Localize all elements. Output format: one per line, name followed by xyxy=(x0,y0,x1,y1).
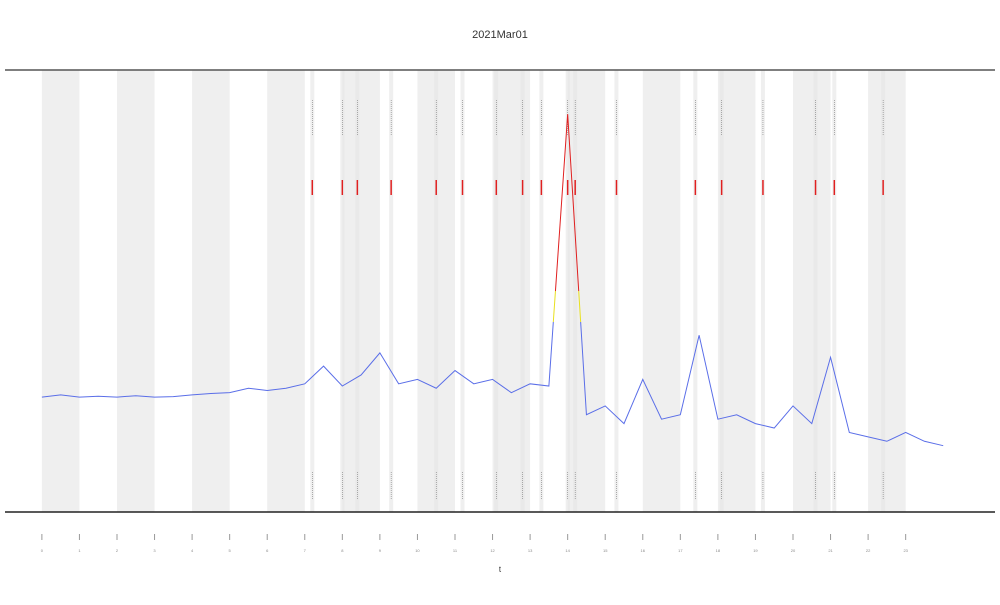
x-tick-label: 17 xyxy=(678,548,683,553)
shade-band xyxy=(41,70,80,512)
x-tick-label: 16 xyxy=(641,548,646,553)
event-band xyxy=(881,70,886,512)
event-band xyxy=(494,70,499,512)
event-band xyxy=(719,70,724,512)
x-tick-label: 14 xyxy=(565,548,570,553)
x-tick-label: 18 xyxy=(716,548,721,553)
shade-band xyxy=(717,70,756,512)
event-band xyxy=(434,70,439,512)
shade-band xyxy=(192,70,230,512)
event-band xyxy=(389,70,394,512)
x-tick-label: 15 xyxy=(603,548,608,553)
event-band xyxy=(340,70,345,512)
x-tick-label: 20 xyxy=(791,548,796,553)
x-tick-label: 5 xyxy=(229,548,232,553)
shade-band xyxy=(868,70,906,512)
event-band xyxy=(832,70,837,512)
x-axis-label: t xyxy=(499,565,502,574)
event-band xyxy=(520,70,525,512)
shade-band xyxy=(116,70,155,512)
chart-title: 2021Mar01 xyxy=(472,29,528,41)
event-band xyxy=(310,70,315,512)
x-tick-label: 12 xyxy=(490,548,495,553)
background: 0 1 2 3 4 5 6 7 8 9 10 11 12 13 14 15 16 17 18 19 20 21 22 23 xyxy=(41,70,909,553)
x-tick-label: 3 xyxy=(153,548,156,553)
shade-band xyxy=(267,70,305,512)
x-tick-label: 1 xyxy=(78,548,81,553)
plot xyxy=(41,100,944,500)
x-tick-label: 6 xyxy=(266,548,269,553)
event-band xyxy=(693,70,698,512)
x-tick-label: 9 xyxy=(379,548,382,553)
x-tick-label: 8 xyxy=(341,548,344,553)
event-band xyxy=(813,70,818,512)
x-tick-label: 4 xyxy=(191,548,194,553)
event-band xyxy=(573,70,578,512)
event-band xyxy=(460,70,465,512)
event-band xyxy=(760,70,765,512)
event-band xyxy=(565,70,570,512)
x-tick-label: 0 xyxy=(41,548,44,553)
event-band xyxy=(539,70,544,512)
shade-band xyxy=(792,70,831,512)
x-tick-label: 2 xyxy=(116,548,119,553)
event-band xyxy=(355,70,360,512)
event-band xyxy=(614,70,619,512)
x-tick-label: 13 xyxy=(528,548,533,553)
shade-band xyxy=(642,70,681,512)
x-tick-label: 19 xyxy=(753,548,758,553)
x-tick-label: 10 xyxy=(415,548,420,553)
x-tick-label: 22 xyxy=(866,548,871,553)
x-tick-label: 7 xyxy=(304,548,307,553)
x-tick-label: 23 xyxy=(903,548,908,553)
series-line xyxy=(41,321,944,447)
x-tick-label: 11 xyxy=(453,548,458,553)
x-tick-label: 21 xyxy=(828,548,833,553)
shade-band xyxy=(342,70,380,512)
